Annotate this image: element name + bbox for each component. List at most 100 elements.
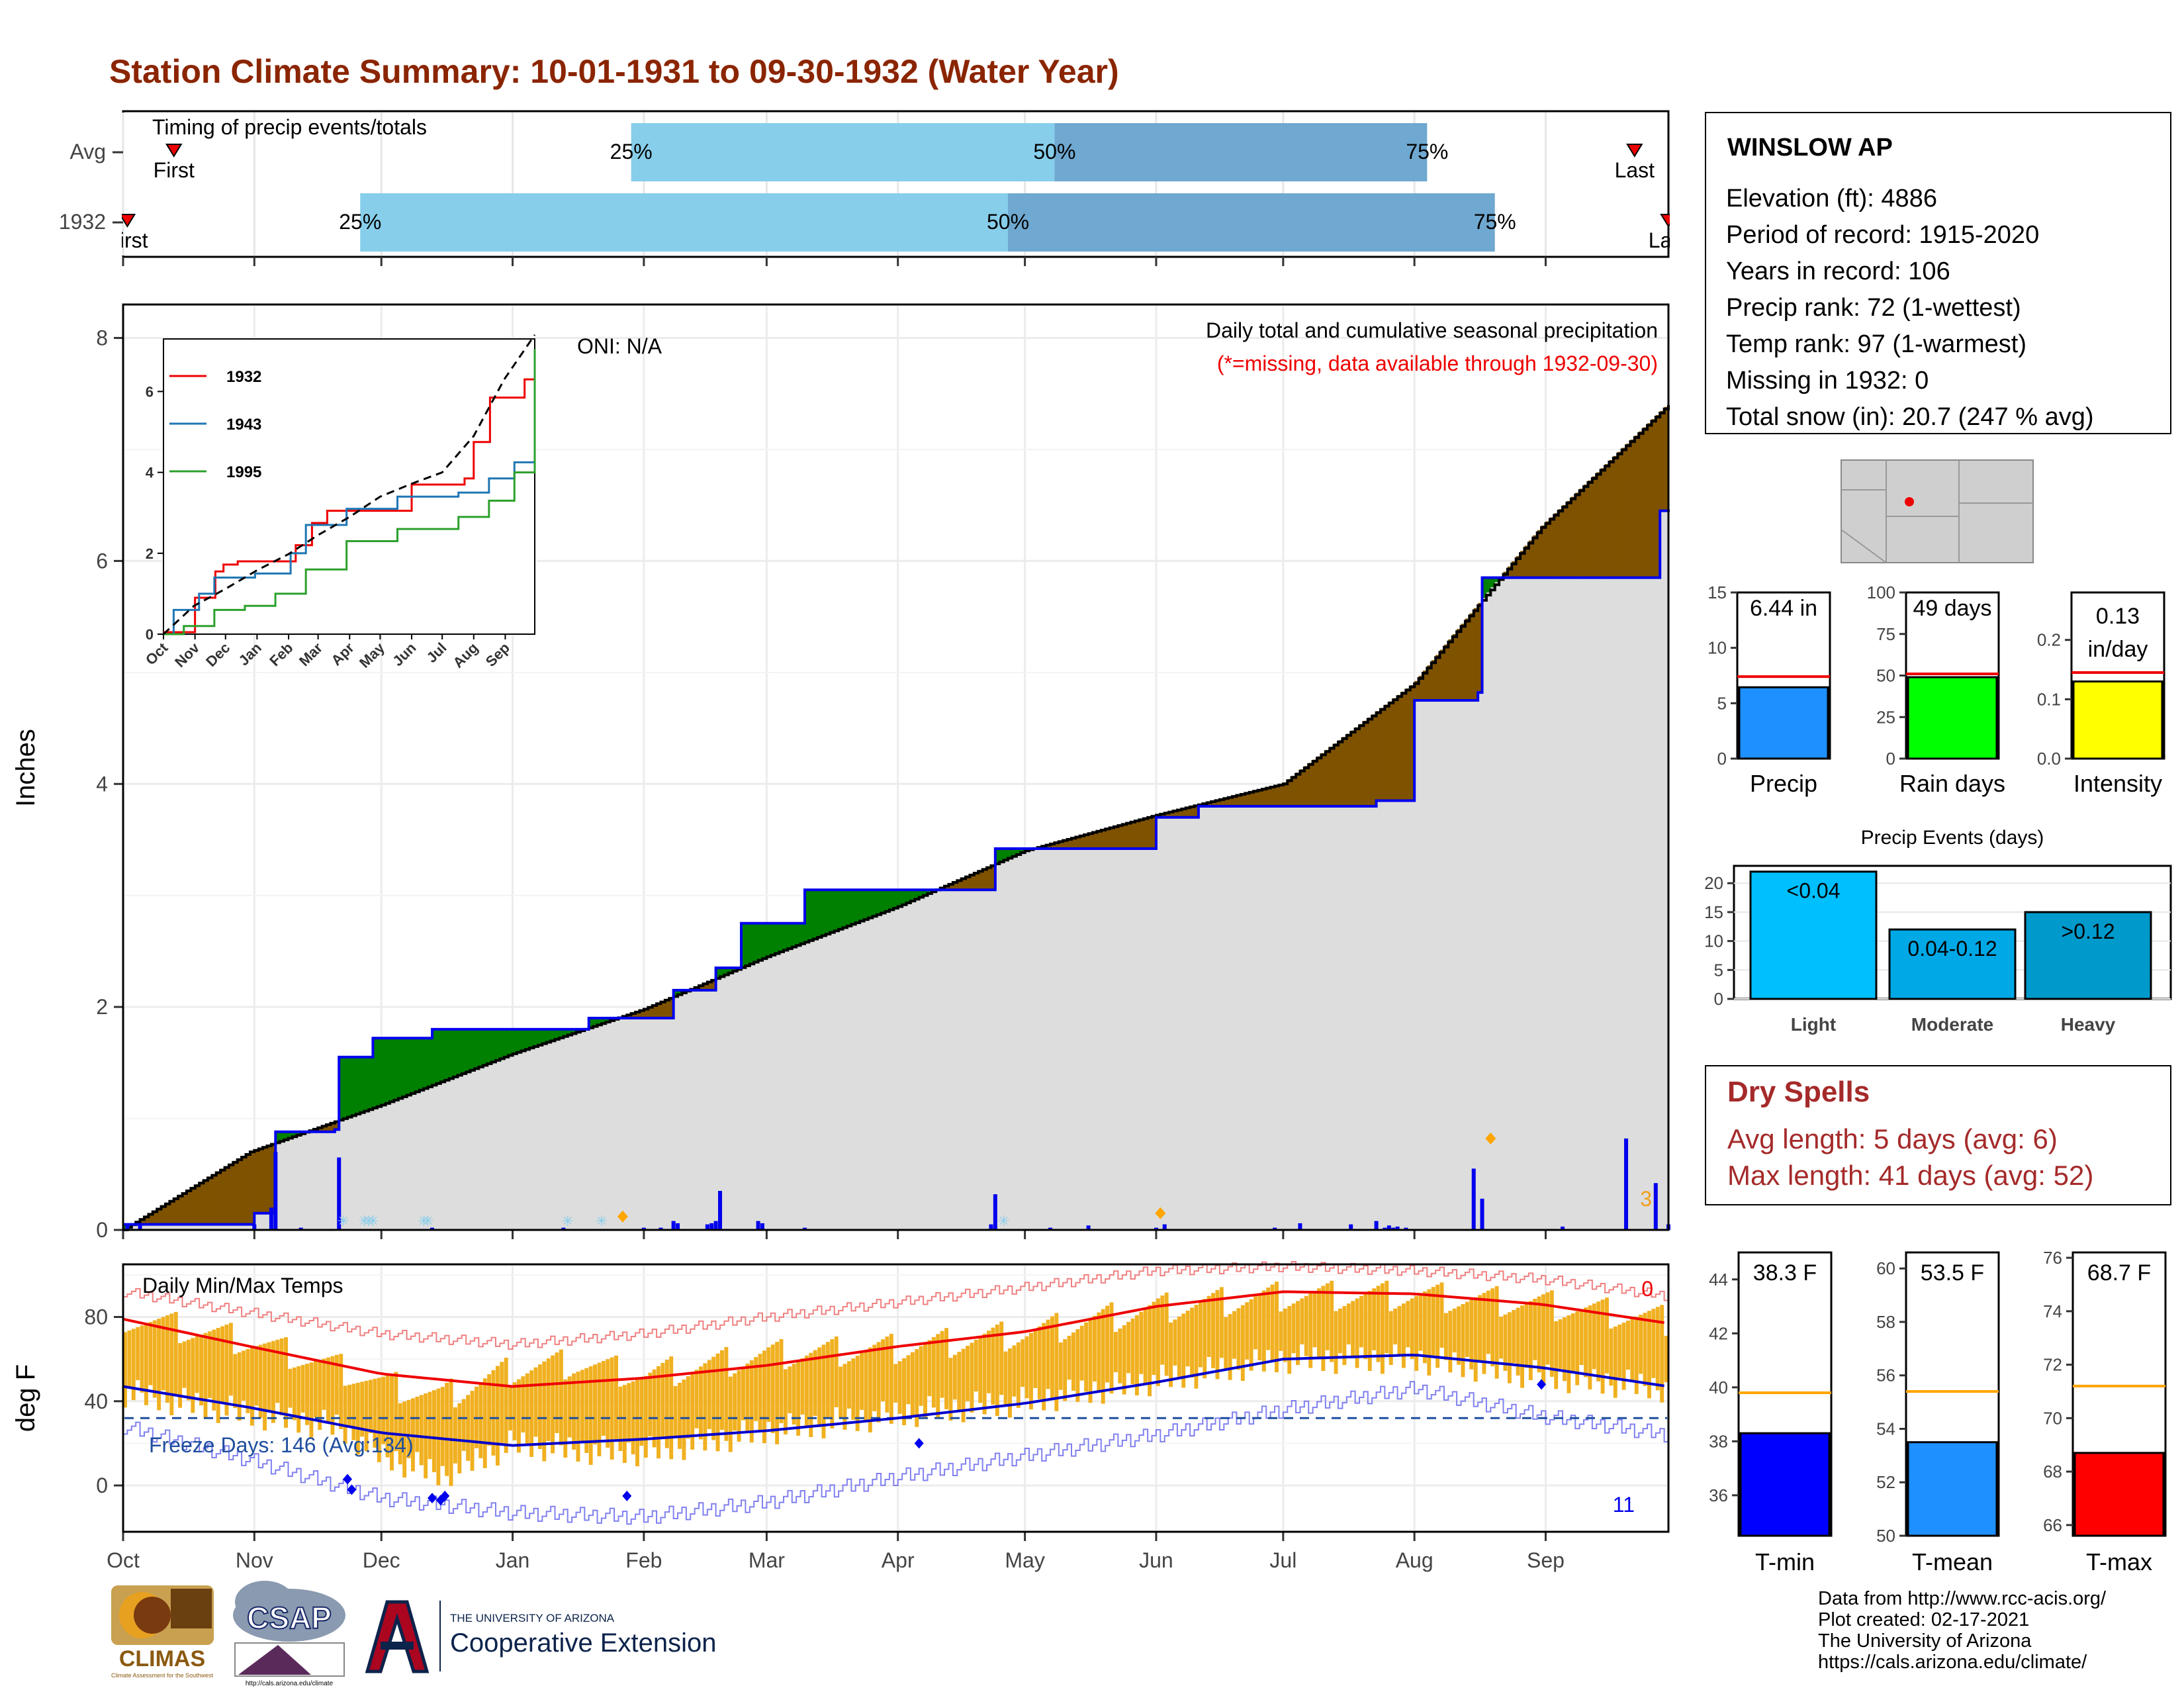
daily-temp-range-bar (893, 1364, 898, 1403)
surplus-area (432, 1029, 437, 1085)
daily-temp-range-bar (1148, 1305, 1152, 1397)
surplus-area (504, 1029, 509, 1056)
daily-temp-range-bar (1075, 1329, 1080, 1402)
surplus-area (516, 1029, 522, 1052)
daily-temp-range-bar (1401, 1303, 1406, 1368)
daily-temp-range-bar (1012, 1345, 1017, 1397)
daily-temp-range-bar (703, 1363, 707, 1451)
cumulative-area-1932 (1101, 848, 1106, 1230)
surplus-area (292, 1131, 298, 1137)
deficit-area (1600, 468, 1606, 578)
cumulative-area-1932 (173, 1224, 179, 1230)
deficit-area (220, 1168, 226, 1225)
station-line: Period of record: 1915-2020 (1726, 221, 2039, 249)
deficit-area (1651, 419, 1657, 578)
cumulative-area-1932 (495, 1059, 501, 1230)
timing-bar-25-50 (360, 193, 1009, 252)
event-bar (2024, 911, 2152, 1000)
daily-temp-range-bar (868, 1347, 872, 1432)
surplus-area (1494, 577, 1500, 583)
deficit-area (1528, 540, 1534, 578)
cumulative-area-1932 (974, 890, 979, 1230)
daily-temp-range-bar (161, 1317, 165, 1391)
surplus-area (1482, 577, 1487, 598)
daily-temp-range-bar (1257, 1293, 1262, 1361)
cumulative-area-1932 (758, 959, 763, 1230)
csap-logo[interactable]: CSAP http://cals.arizona.edu/climate (233, 1581, 345, 1687)
cumulative-area-1932 (1029, 849, 1034, 1230)
cumulative-area-1932 (664, 1017, 670, 1230)
deficit-area (1660, 410, 1665, 511)
deficit-area (1321, 753, 1326, 806)
daily-temp-range-bar (788, 1366, 792, 1413)
cumulative-area-1932 (186, 1224, 192, 1230)
daily-precip-bar (1086, 1225, 1091, 1230)
surplus-area (355, 1056, 361, 1113)
cumulative-area-1932 (1617, 577, 1623, 1230)
surplus-area (906, 890, 911, 902)
deficit-area (1363, 720, 1369, 806)
daily-temp-range-bar (1486, 1290, 1490, 1354)
surplus-area (872, 890, 878, 915)
daily-temp-range-bar (1554, 1321, 1559, 1389)
daily-temp-range-bar (657, 1366, 660, 1459)
university-of-arizona-logo[interactable]: THE UNIVERSITY OF ARIZONA Cooperative Ex… (365, 1600, 716, 1673)
surplus-area (385, 1038, 390, 1103)
climas-logo[interactable]: CLIMAS Climate Assessment for the Southw… (111, 1585, 214, 1679)
deficit-area (140, 1218, 145, 1225)
cumulative-area-1932 (1596, 577, 1602, 1230)
daily-temp-range-bar (402, 1401, 407, 1477)
cumulative-area-1932 (584, 1029, 590, 1230)
cumulative-area-1932 (961, 890, 966, 1230)
deficit-area (178, 1194, 183, 1225)
daily-temp-range-bar (669, 1356, 674, 1460)
daily-temp-range-bar (1198, 1301, 1203, 1368)
deficit-area (1067, 839, 1072, 849)
surplus-area (588, 1017, 594, 1027)
cumulative-area-1932 (1169, 817, 1174, 1230)
cumulative-area-1932 (1253, 806, 1259, 1230)
daily-temp-range-bar (974, 1339, 978, 1392)
deficit-area (1469, 613, 1475, 700)
daily-precip-bar (337, 1157, 341, 1230)
small-chart-tick-label: 72 (2043, 1355, 2062, 1375)
cumulative-area-1932 (825, 933, 831, 1230)
deficit-area (1312, 759, 1318, 806)
cumulative-area-1932 (390, 1101, 395, 1230)
station-location-dot (1905, 497, 1914, 506)
deficit-area (1079, 835, 1085, 849)
daily-temp-range-bar (915, 1349, 919, 1427)
daily-temp-range-bar (542, 1361, 547, 1462)
month-label: May (1005, 1548, 1044, 1572)
deficit-area (1359, 724, 1365, 806)
cumulative-area-1932 (318, 1131, 323, 1230)
month-label: Jul (1269, 1548, 1297, 1572)
cumulative-area-1932 (1541, 577, 1547, 1230)
cumulative-area-1932 (1427, 700, 1432, 1230)
small-chart-tick-label: 58 (1876, 1312, 1895, 1332)
daily-temp-range-bar (1367, 1291, 1372, 1371)
cumulative-area-1932 (834, 929, 839, 1230)
deficit-area (978, 870, 983, 890)
snow-day-marker: ✳ (596, 1213, 608, 1229)
deficit-area (199, 1182, 205, 1225)
small-chart-category-label: T-max (2086, 1548, 2152, 1575)
daily-temp-range-bar (127, 1330, 132, 1388)
cumulative-area-1932 (889, 909, 895, 1230)
cumulative-area-1932 (355, 1113, 361, 1230)
daily-temp-range-bar (1372, 1288, 1377, 1350)
daily-temp-range-bar (881, 1339, 886, 1401)
cumulative-area-1932 (657, 1017, 662, 1230)
surplus-area (770, 923, 776, 955)
locator-map (1841, 459, 2034, 563)
daily-temp-range-bar (1283, 1308, 1287, 1362)
daily-temp-range-bar (1088, 1319, 1093, 1403)
deficit-area (1512, 561, 1517, 578)
daily-temp-range-bar (936, 1334, 940, 1419)
event-category-label: Light (1791, 1014, 1836, 1035)
cumulative-area-1932 (809, 939, 814, 1230)
daily-temp-range-bar (148, 1322, 153, 1385)
record-cold-marker (1537, 1379, 1547, 1390)
surplus-area (449, 1029, 454, 1078)
